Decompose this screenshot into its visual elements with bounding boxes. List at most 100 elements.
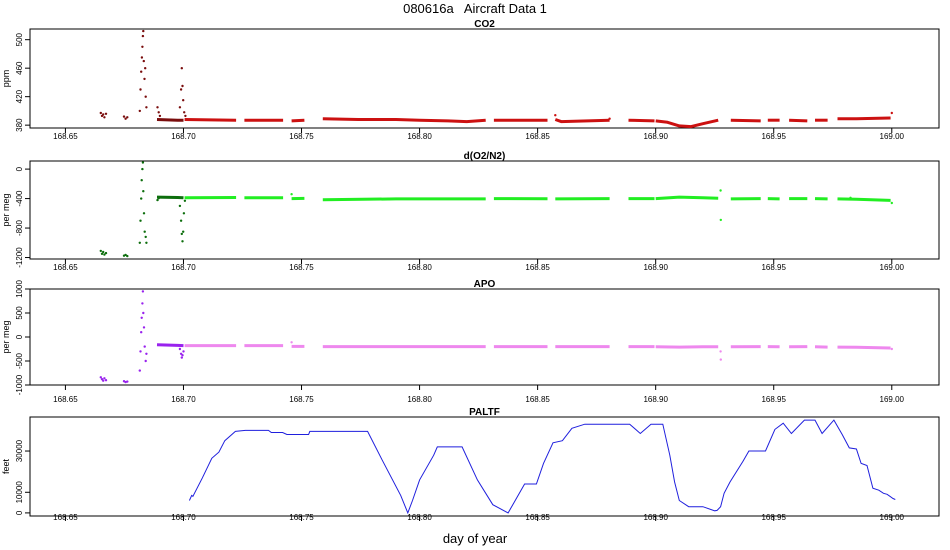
series-1 xyxy=(188,419,896,515)
data-run xyxy=(156,195,184,200)
data-point xyxy=(142,29,145,33)
data-point xyxy=(180,67,183,70)
y-tick-label: -500 xyxy=(15,352,24,369)
data-point xyxy=(99,376,103,379)
x-tick-label: 168.80 xyxy=(407,132,432,141)
data-run xyxy=(322,117,486,124)
plot-frame xyxy=(29,416,940,517)
y-tick-label: 10000 xyxy=(15,481,24,504)
data-run xyxy=(789,118,808,123)
data-point xyxy=(139,88,142,91)
x-tick-label: 168.65 xyxy=(53,513,78,522)
chart-panel-4: PALTF feet 0 10000 30000 168.65 168.70 168.75 16… xyxy=(1,407,940,522)
data-point xyxy=(181,240,184,243)
data-point xyxy=(126,380,129,383)
data-point xyxy=(126,254,129,258)
chart-panel-3: APO per meg 1000 500 0 -500 -1000 168.65 168.70 1… xyxy=(1,279,940,404)
x-tick-label: 168.85 xyxy=(525,395,550,404)
data-point xyxy=(183,199,187,202)
data-point xyxy=(143,230,146,233)
data-run xyxy=(291,118,305,123)
x-tick-label: 168.90 xyxy=(643,513,668,522)
data-point xyxy=(140,70,143,73)
data-point xyxy=(102,250,105,254)
x-tick-label: 168.80 xyxy=(407,263,432,272)
y-tick-label: 30000 xyxy=(15,439,24,462)
data-point xyxy=(99,111,103,115)
plot-frame xyxy=(29,160,940,260)
data-point xyxy=(99,249,103,253)
x-tick-label: 168.70 xyxy=(171,263,196,272)
y-tick-label: -400 xyxy=(15,190,24,207)
data-point xyxy=(103,253,106,256)
x-tick-label: 168.90 xyxy=(643,132,668,141)
data-point xyxy=(141,302,144,305)
panel-title: PALTF xyxy=(469,407,500,418)
x-tick-label: 168.80 xyxy=(407,513,432,522)
series-1 xyxy=(184,111,893,129)
series-1 xyxy=(184,189,893,222)
x-tick-label: 168.95 xyxy=(761,132,786,141)
x-tick-label: 169.00 xyxy=(880,395,905,404)
data-point xyxy=(182,230,185,233)
data-point xyxy=(181,354,184,357)
x-tick-label: 168.85 xyxy=(525,263,550,272)
data-point xyxy=(124,117,127,120)
data-run xyxy=(730,118,761,123)
y-tick-label: -1200 xyxy=(15,247,24,268)
data-point xyxy=(890,111,893,115)
y-tick-label: 500 xyxy=(15,32,24,46)
data-point xyxy=(156,106,159,109)
x-tick-label: 168.70 xyxy=(171,132,196,141)
data-run xyxy=(837,116,891,121)
y-tick-label: 0 xyxy=(15,166,24,171)
data-point xyxy=(100,252,104,255)
data-point xyxy=(180,356,183,359)
data-point xyxy=(124,253,127,257)
x-tick-label: 168.65 xyxy=(53,395,78,404)
x-tick-label: 168.90 xyxy=(643,263,668,272)
data-run xyxy=(655,195,719,201)
data-point xyxy=(102,379,105,382)
data-point xyxy=(144,67,147,70)
chart-panel-1: CO2 ppm 380 420 460 500 168.65 168.70 168.75 168.… xyxy=(1,19,940,141)
panel-title: APO xyxy=(474,279,496,290)
data-point xyxy=(184,114,187,118)
data-point xyxy=(290,193,293,196)
data-point xyxy=(179,88,183,91)
data-point xyxy=(178,106,182,109)
data-point xyxy=(126,116,129,119)
data-point xyxy=(142,190,145,193)
x-tick-label: 168.95 xyxy=(761,513,786,522)
data-point xyxy=(140,197,143,200)
x-tick-label: 168.65 xyxy=(53,132,78,141)
y-tick-label: 420 xyxy=(15,89,24,103)
data-point xyxy=(141,161,145,164)
x-tick-label: 168.75 xyxy=(289,513,314,522)
data-point xyxy=(141,45,144,48)
main-title: 080616a Aircraft Data 1 xyxy=(403,1,547,16)
x-tick-label: 168.95 xyxy=(761,395,786,404)
data-point xyxy=(143,345,146,348)
data-point xyxy=(145,106,148,109)
data-point xyxy=(104,379,108,382)
data-point xyxy=(719,218,722,222)
y-axis-label: ppm xyxy=(1,70,11,88)
data-point xyxy=(182,212,186,215)
data-point xyxy=(719,350,722,353)
x-tick-label: 169.00 xyxy=(880,263,905,272)
x-tick-label: 168.75 xyxy=(289,132,314,141)
data-run xyxy=(156,118,184,122)
y-tick-label: 500 xyxy=(15,306,24,320)
data-run xyxy=(655,118,719,129)
data-point xyxy=(143,77,146,81)
data-point xyxy=(145,241,148,244)
data-point xyxy=(157,197,160,200)
data-point xyxy=(140,331,143,334)
x-tick-label: 168.75 xyxy=(289,395,314,404)
x-tick-label: 169.00 xyxy=(880,513,905,522)
data-point xyxy=(139,219,142,222)
data-point xyxy=(290,341,293,344)
data-point xyxy=(103,377,106,380)
data-point xyxy=(141,167,144,171)
